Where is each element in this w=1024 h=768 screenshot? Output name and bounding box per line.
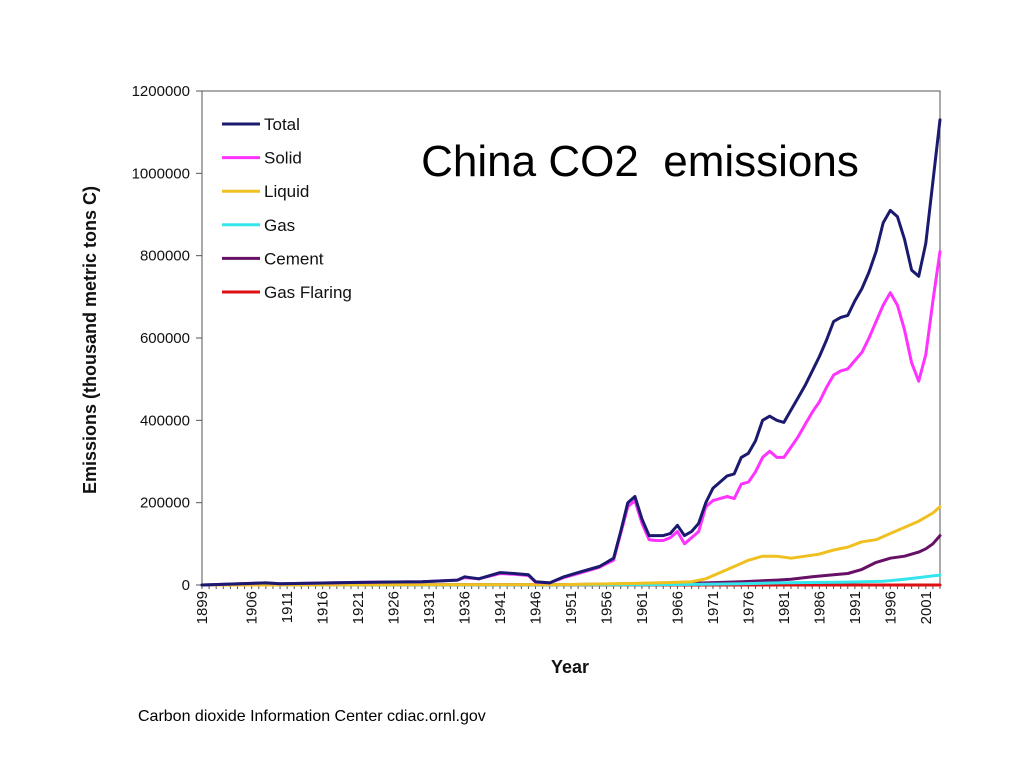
legend-label-liquid: Liquid: [264, 182, 309, 201]
x-tick-label: 1936: [457, 591, 474, 624]
x-tick-label: 1956: [598, 591, 615, 624]
x-tick-label: 1926: [386, 591, 403, 624]
y-axis-title: Emissions (thousand metric tons C): [80, 186, 100, 494]
legend-label-gas: Gas: [264, 216, 295, 235]
x-tick-label: 1961: [634, 591, 651, 624]
x-tick-label: 1946: [528, 591, 545, 624]
x-tick-label: 1996: [882, 591, 899, 624]
series-lines: [200, 118, 942, 587]
y-tick-label: 400000: [140, 412, 190, 429]
series-line-cement: [200, 534, 942, 587]
x-tick-label: 1911: [279, 591, 296, 623]
y-tick-label: 1000000: [132, 165, 190, 182]
y-tick-label: 0: [182, 577, 190, 594]
x-tick-label: 1906: [244, 591, 261, 624]
x-tick-label: 1966: [669, 591, 686, 624]
x-tick-label: 1916: [315, 591, 332, 624]
x-tick-label: 2001: [918, 591, 935, 624]
x-tick-label: 1981: [776, 591, 793, 624]
series-line-total: [200, 118, 942, 587]
series-line-liquid: [200, 505, 942, 587]
legend-label-gas-flaring: Gas Flaring: [264, 283, 352, 302]
legend-label-total: Total: [264, 115, 300, 134]
series-line-gas: [200, 573, 942, 587]
x-tick-label: 1971: [705, 591, 722, 624]
x-tick-label: 1921: [350, 591, 367, 624]
y-tick-label: 200000: [140, 495, 190, 512]
legend-label-solid: Solid: [264, 149, 302, 168]
y-tick-label: 1200000: [132, 83, 190, 100]
legend: Total Solid Liquid Gas Cement Gas Flaring: [222, 115, 352, 302]
y-tick-label: 800000: [140, 248, 190, 265]
x-tick-label: 1899: [194, 591, 211, 624]
x-tick-label: 1941: [492, 591, 509, 624]
x-tick-label: 1976: [740, 591, 757, 624]
y-tick-label: 600000: [140, 330, 190, 347]
y-axis-ticks: 0 200000 400000 600000 800000 1000000 1200000: [132, 83, 202, 594]
source-note: Carbon dioxide Information Center cdiac.…: [138, 708, 486, 725]
x-axis-ticks: 1899 1906 1911 1916 1921 1926 1931 1936 1941 1946…: [194, 585, 941, 624]
chart-title: China CO2 emissions: [421, 137, 859, 186]
x-tick-label: 1986: [811, 591, 828, 624]
x-tick-label: 1931: [421, 591, 438, 624]
x-tick-label: 1991: [847, 591, 864, 624]
x-tick-label: 1951: [563, 591, 580, 624]
x-axis-title: Year: [551, 657, 589, 677]
legend-label-cement: Cement: [264, 249, 324, 268]
